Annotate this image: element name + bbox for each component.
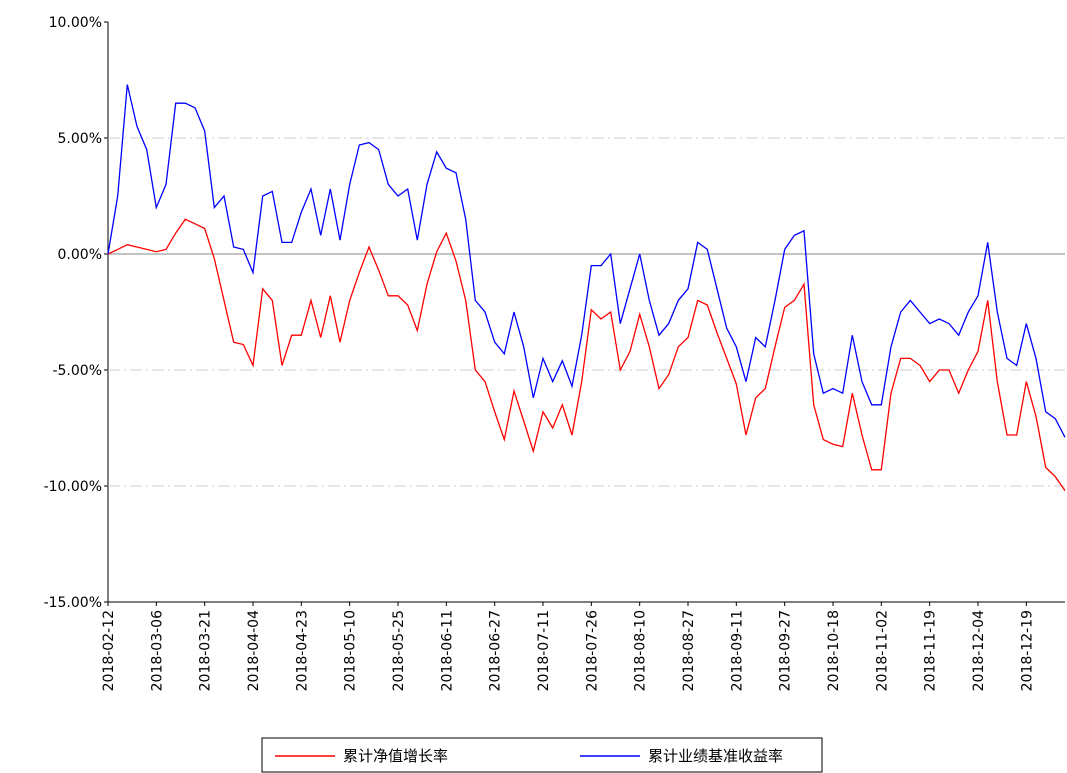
y-tick-label: -5.00% — [52, 363, 102, 379]
x-tick-label: 2018-03-21 — [198, 610, 214, 691]
x-tick-label: 2018-11-02 — [874, 610, 890, 691]
x-tick-label: 2018-08-27 — [681, 610, 697, 691]
legend-box — [261, 737, 823, 773]
x-tick-label: 2018-09-27 — [778, 610, 794, 691]
x-tick-label: 2018-06-27 — [488, 610, 504, 691]
x-tick-label: 2018-05-10 — [343, 610, 359, 691]
x-tick-label: 2018-12-19 — [1019, 610, 1035, 691]
x-tick-label: 2018-03-06 — [149, 610, 165, 691]
x-tick-label: 2018-04-23 — [294, 610, 310, 691]
x-tick-label: 2018-09-11 — [729, 610, 745, 691]
y-tick-label: 0.00% — [58, 247, 102, 263]
series-line — [107, 218, 1066, 491]
x-tick-label: 2018-08-10 — [633, 610, 649, 691]
x-tick-label: 2018-07-11 — [536, 610, 552, 691]
x-tick-label: 2018-04-04 — [246, 610, 262, 691]
x-tick-label: 2018-10-18 — [826, 610, 842, 691]
y-tick-label: -15.00% — [44, 595, 102, 611]
x-tick-label: 2018-05-25 — [391, 610, 407, 691]
x-tick-label: 2018-06-11 — [439, 610, 455, 691]
y-tick-label: 10.00% — [49, 15, 102, 31]
x-tick-label: 2018-11-19 — [923, 610, 939, 691]
legend-label: 累计业绩基准收益率 — [648, 747, 783, 765]
legend-label: 累计净值增长率 — [343, 747, 448, 765]
series-line — [107, 84, 1066, 438]
x-tick-label: 2018-02-12 — [101, 610, 117, 691]
y-tick-label: 5.00% — [58, 131, 102, 147]
x-tick-label: 2018-12-04 — [971, 610, 987, 691]
y-tick-label: -10.00% — [44, 479, 102, 495]
x-tick-label: 2018-07-26 — [584, 610, 600, 691]
